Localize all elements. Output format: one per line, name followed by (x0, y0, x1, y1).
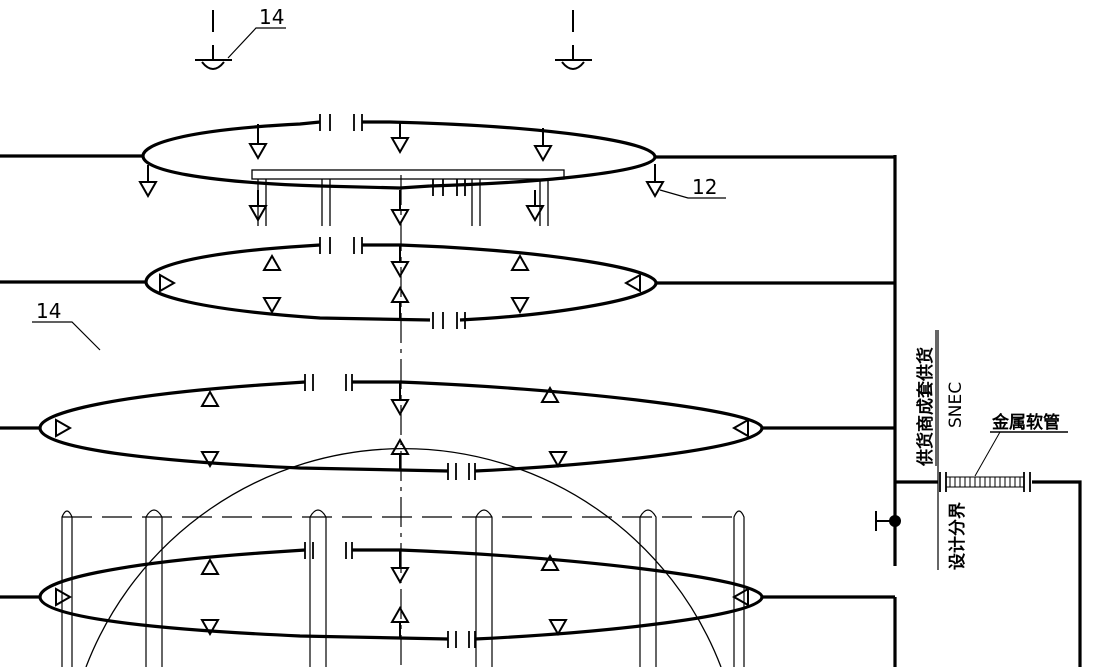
nozzle-icon (510, 253, 530, 271)
ring-2-flange-gaps (319, 237, 466, 329)
nozzle-icon (390, 245, 410, 279)
support-column (639, 509, 657, 667)
callout-label-left: 14 (36, 299, 61, 323)
ring-1-flange-gaps (319, 114, 466, 196)
spray-nozzles (55, 122, 749, 638)
nozzle-icon (55, 587, 73, 607)
nozzle-icon (390, 122, 410, 155)
nozzle-icon (55, 418, 73, 438)
nozzle-icon (645, 164, 665, 199)
design-boundary-label: 设计分界 (947, 502, 968, 570)
nozzle-icon (548, 619, 568, 637)
right-riser-header (655, 155, 1082, 667)
supplier-code-label: SNEC (946, 382, 966, 428)
callout-label-right: 12 (692, 175, 717, 199)
nozzle-icon (540, 385, 560, 403)
top-symbols (195, 10, 592, 70)
nozzle-icon (390, 285, 410, 318)
nozzle-icon (262, 297, 282, 315)
spray-ring-2 (144, 243, 658, 322)
support-column (475, 509, 493, 667)
spray-ring-3 (38, 380, 764, 473)
nozzle-icon (540, 553, 560, 571)
nozzle-icon (533, 128, 553, 163)
nozzle-icon (510, 297, 530, 315)
nozzle-icon (390, 550, 410, 585)
nozzle-icon (623, 273, 641, 293)
nozzle-icon (248, 190, 268, 223)
nozzle-icon (200, 557, 220, 575)
nozzle-icon (390, 190, 410, 227)
nozzle-icon (262, 253, 282, 271)
ring-3-flange-gaps (304, 374, 476, 480)
ring-4-flange-gaps (304, 542, 476, 648)
flexible-hose-icon (939, 431, 1068, 492)
support-column (733, 510, 745, 667)
nozzle-icon (525, 190, 545, 223)
sphere-vessel-outline (85, 447, 722, 668)
nozzle-icon (731, 418, 749, 438)
support-column (61, 510, 73, 667)
supplier-scope-label: 供货商成套供货 (915, 347, 936, 467)
support-column (145, 509, 163, 667)
nozzle-icon (390, 382, 410, 417)
flexible-hose-label: 金属软管 (991, 412, 1060, 433)
support-column (309, 509, 327, 667)
nozzle-icon (248, 124, 268, 161)
left-feed-lines (0, 154, 146, 599)
callout-leaders (32, 27, 726, 351)
drain-valve-icon (875, 511, 901, 531)
nozzle-icon (200, 619, 220, 637)
callout-label-top: 14 (259, 5, 284, 29)
nozzle-icon (200, 451, 220, 469)
top-bracket (251, 169, 565, 226)
nozzle-icon (390, 437, 410, 470)
nozzle-icon (138, 165, 158, 199)
nozzle-icon (159, 273, 177, 293)
nozzle-icon (390, 605, 410, 638)
nozzle-icon (548, 451, 568, 469)
nozzle-icon (731, 587, 749, 607)
nozzle-icon (200, 389, 220, 407)
support-columns (61, 509, 745, 667)
spray-ring-4 (38, 548, 764, 641)
